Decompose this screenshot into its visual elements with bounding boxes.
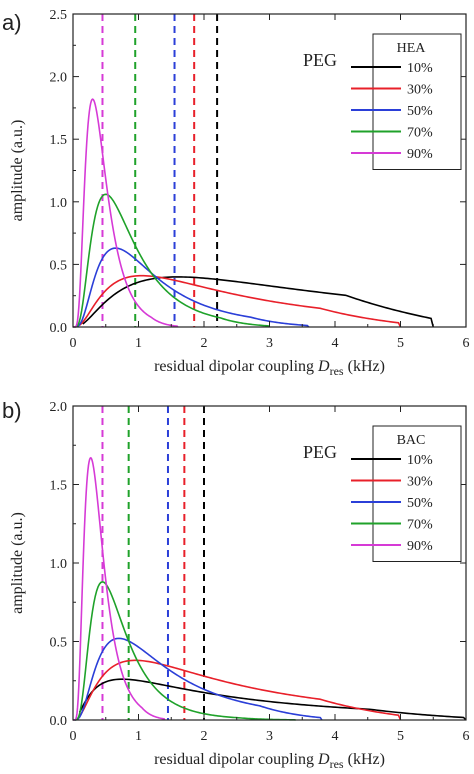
x-tick-label: 4 xyxy=(332,336,339,351)
y-tick-label: 1.5 xyxy=(50,133,68,148)
panel-a: a) 0 1 2 3 4 5 6 0.0 0.5 1.0 1.5 2.0 2.5 residual dipo… xyxy=(2,8,470,378)
x-tick-label: 0 xyxy=(70,336,77,351)
y-tick-label: 0.5 xyxy=(50,258,68,273)
x-tick-label: 0 xyxy=(70,729,77,744)
series-line-90pct xyxy=(73,98,179,328)
x-tick-label: 4 xyxy=(332,729,339,744)
x-axis-label: residual dipolar coupling Dres (kHz) xyxy=(154,358,385,378)
x-axis-label-unit: (kHz) xyxy=(344,751,385,768)
legend-entry: 50% xyxy=(407,104,433,119)
legend-box xyxy=(372,33,462,170)
legend-entry: 70% xyxy=(407,518,433,533)
series-line-70pct xyxy=(73,581,296,721)
series-line-70pct xyxy=(73,193,271,328)
series-line-30pct xyxy=(79,274,402,328)
legend-entry: 10% xyxy=(407,61,433,76)
legend-entry: 10% xyxy=(407,453,433,468)
x-axis-label: residual dipolar coupling Dres (kHz) xyxy=(154,751,385,771)
series-line-50pct xyxy=(76,247,310,328)
x-axis-label-sub: res xyxy=(330,757,344,771)
legend-entry: 90% xyxy=(407,147,433,162)
legend-box xyxy=(372,425,462,562)
panel-letter: a) xyxy=(2,10,22,35)
legend-title: BAC xyxy=(397,433,426,448)
y-tick-label: 1.5 xyxy=(50,479,68,494)
y-tick-label: 1.0 xyxy=(50,196,68,211)
legend-title: HEA xyxy=(397,41,427,56)
legend-entry: 70% xyxy=(407,126,433,141)
panel-b: b) 0 1 2 3 4 5 6 0.0 0.5 1.0 1.5 2.0 residual dipolar… xyxy=(2,398,470,771)
y-tick-label: 2.0 xyxy=(50,71,68,86)
x-tick-label: 3 xyxy=(266,729,273,744)
x-tick-label: 2 xyxy=(201,729,208,744)
y-axis-label: amplitude (a.u.) xyxy=(9,512,26,614)
y-tick-label: 0.0 xyxy=(50,321,68,336)
x-tick-label: 5 xyxy=(397,729,404,744)
x-tick-label: 5 xyxy=(397,336,404,351)
x-tick-label: 3 xyxy=(266,336,273,351)
x-axis-label-prefix: residual dipolar coupling xyxy=(154,358,318,375)
series-line-30pct xyxy=(77,659,402,721)
series-line-10pct xyxy=(78,678,467,721)
y-tick-label: 1.0 xyxy=(50,557,68,572)
y-tick-label: 2.0 xyxy=(50,400,68,415)
x-axis-label-unit: (kHz) xyxy=(344,358,385,375)
annotation-peg: PEG xyxy=(303,50,337,70)
legend-entry: 50% xyxy=(407,496,433,511)
y-tick-label: 2.5 xyxy=(50,8,68,23)
y-tick-label: 0.0 xyxy=(50,714,68,729)
x-tick-label: 2 xyxy=(201,336,208,351)
x-tick-label: 6 xyxy=(463,336,470,351)
x-axis-label-symbol: D xyxy=(317,358,330,375)
x-tick-label: 1 xyxy=(135,729,142,744)
legend-entry: 30% xyxy=(407,475,433,490)
legend-entry: 90% xyxy=(407,539,433,554)
x-axis-label-symbol: D xyxy=(317,751,330,768)
x-tick-label: 1 xyxy=(135,336,142,351)
x-axis-label-prefix: residual dipolar coupling xyxy=(154,751,318,768)
y-axis-label: amplitude (a.u.) xyxy=(9,120,26,222)
legend-entry: 30% xyxy=(407,83,433,98)
series-line-90pct xyxy=(73,456,166,721)
panel-letter: b) xyxy=(2,398,22,423)
series-line-50pct xyxy=(74,637,323,721)
series-line-10pct xyxy=(82,276,435,328)
annotation-peg: PEG xyxy=(303,442,337,462)
x-tick-label: 6 xyxy=(463,729,470,744)
y-tick-label: 0.5 xyxy=(50,636,68,651)
x-axis-label-sub: res xyxy=(330,364,344,378)
